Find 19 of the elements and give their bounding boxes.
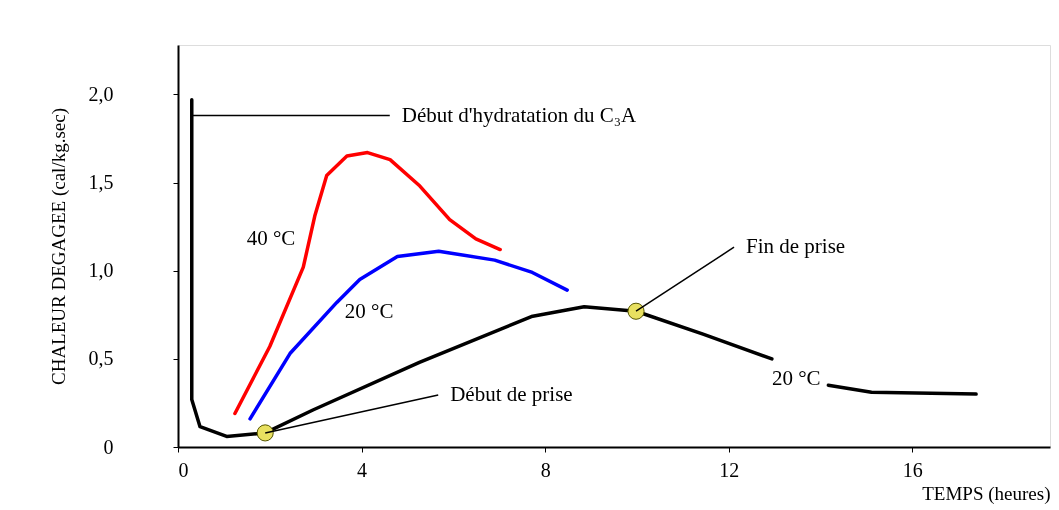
y-tick-label: 2,0 [88,82,114,105]
y-tick-label: 0,5 [88,347,114,370]
x-tick-label: 12 [719,458,740,481]
x-tick-label: 16 [902,458,923,481]
y-axis-title: CHALEUR DEGAGEE (cal/kg.sec) [47,107,70,386]
y-tick-label: 1,5 [88,171,114,194]
y-tick-label: 0 [103,435,114,458]
x-tick-label: 0 [178,458,189,481]
annotation: Fin de prise [746,234,846,259]
line-series [233,150,502,416]
series-label: 20 °C [771,365,821,390]
x-tick-label: 4 [357,458,368,481]
x-axis-title: TEMPS (heures) [922,482,1051,505]
annotation: Début d'hydratation du C₃A [401,102,638,127]
series-label: 40 °C [246,226,296,251]
annotation: Début de prise [450,381,573,406]
series-label: 20 °C [344,299,394,324]
x-tick-label: 8 [540,458,551,481]
y-tick-label: 1,0 [88,259,114,282]
